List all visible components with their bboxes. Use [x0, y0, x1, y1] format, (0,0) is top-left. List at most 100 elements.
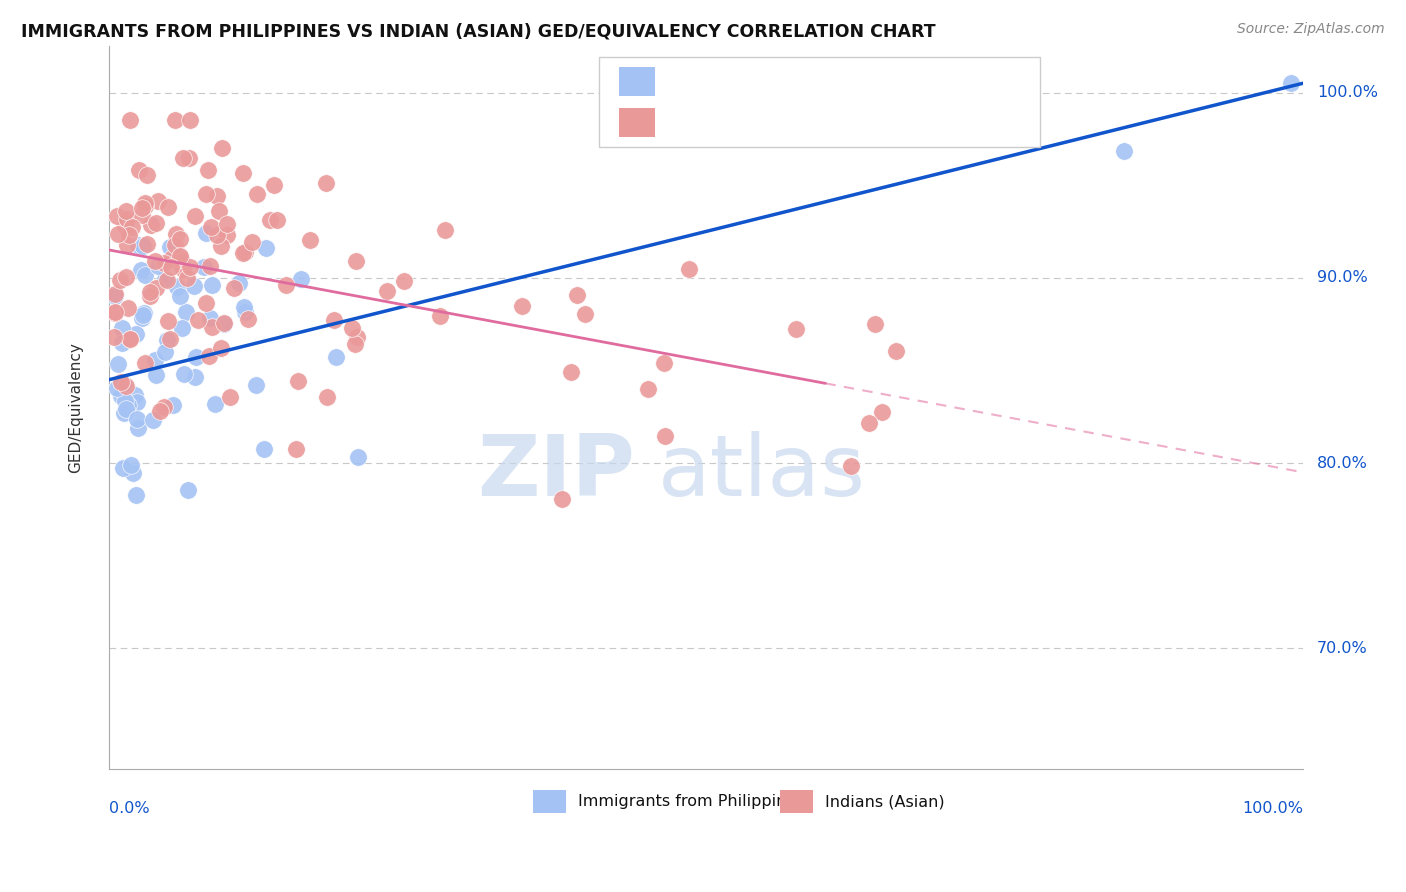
Point — [233, 300, 256, 314]
Point — [274, 278, 297, 293]
Point — [183, 279, 205, 293]
Point — [115, 379, 138, 393]
Point — [115, 270, 138, 285]
Point — [343, 336, 366, 351]
Point — [121, 467, 143, 481]
Point — [115, 402, 138, 417]
Point — [886, 344, 908, 359]
Point — [209, 239, 232, 253]
Point — [179, 113, 201, 128]
Point — [134, 195, 156, 210]
Point — [135, 168, 157, 182]
Point — [228, 276, 250, 290]
Point — [198, 259, 221, 273]
Point — [176, 271, 198, 285]
Point — [211, 141, 233, 155]
Point — [858, 417, 880, 431]
Point — [160, 260, 183, 274]
Point — [195, 296, 218, 310]
Point — [169, 231, 191, 245]
Point — [120, 333, 142, 347]
Point — [117, 228, 139, 243]
Point — [315, 390, 337, 404]
Text: Source: ZipAtlas.com: Source: ZipAtlas.com — [1237, 22, 1385, 37]
Point — [104, 306, 127, 320]
Point — [127, 238, 149, 252]
Point — [233, 305, 256, 319]
Point — [201, 320, 224, 334]
Text: 0.0%: 0.0% — [110, 801, 150, 816]
Point — [142, 412, 165, 426]
Point — [169, 289, 191, 303]
Point — [139, 218, 162, 232]
Point — [232, 166, 254, 180]
Point — [245, 378, 267, 392]
Point — [120, 113, 142, 128]
Point — [654, 429, 676, 443]
Point — [121, 219, 143, 234]
Point — [298, 233, 321, 247]
Text: GED/Equivalency: GED/Equivalency — [69, 342, 83, 473]
Point — [574, 307, 596, 321]
Point — [112, 460, 135, 475]
Point — [107, 358, 129, 372]
Point — [394, 275, 416, 289]
Point — [207, 188, 229, 202]
Point — [325, 351, 347, 365]
Text: 70.0%: 70.0% — [1317, 640, 1368, 656]
Point — [132, 308, 155, 322]
Point — [173, 368, 195, 382]
Point — [134, 199, 156, 213]
Text: R = -0.236   N =  116: R = -0.236 N = 116 — [666, 113, 860, 132]
Text: 80.0%: 80.0% — [1317, 456, 1368, 470]
Point — [155, 272, 177, 286]
Point — [266, 212, 288, 227]
Point — [131, 202, 153, 216]
Point — [1112, 144, 1135, 158]
Text: ZIP: ZIP — [477, 431, 634, 514]
Point — [131, 208, 153, 222]
Point — [162, 399, 184, 413]
Point — [263, 178, 285, 192]
Point — [187, 313, 209, 327]
Point — [129, 263, 152, 277]
Point — [197, 349, 219, 363]
Point — [125, 395, 148, 409]
Point — [104, 305, 127, 319]
Point — [159, 332, 181, 346]
Point — [105, 209, 128, 223]
Point — [104, 289, 127, 303]
Point — [200, 277, 222, 292]
Point — [198, 311, 221, 326]
Text: 90.0%: 90.0% — [1317, 270, 1368, 285]
Point — [108, 273, 131, 287]
Point — [159, 240, 181, 254]
Point — [165, 113, 187, 128]
Point — [149, 404, 172, 418]
Point — [204, 397, 226, 411]
Point — [785, 321, 807, 335]
Point — [551, 492, 574, 507]
Point — [107, 227, 129, 241]
Point — [839, 458, 862, 473]
Point — [128, 163, 150, 178]
Point — [872, 404, 894, 418]
Point — [179, 260, 201, 275]
Point — [112, 406, 135, 420]
Point — [246, 187, 269, 202]
Point — [156, 273, 179, 287]
Text: 100.0%: 100.0% — [1241, 801, 1303, 816]
Text: R =  0.427   N =  63: R = 0.427 N = 63 — [666, 73, 849, 91]
Point — [240, 235, 263, 250]
Point — [114, 376, 136, 391]
Point — [212, 318, 235, 332]
Point — [177, 483, 200, 498]
Point — [157, 200, 180, 214]
Point — [637, 382, 659, 396]
Point — [172, 261, 194, 276]
Point — [166, 280, 188, 294]
Point — [125, 412, 148, 426]
Point — [174, 305, 197, 319]
Point — [143, 353, 166, 368]
Point — [153, 400, 176, 414]
